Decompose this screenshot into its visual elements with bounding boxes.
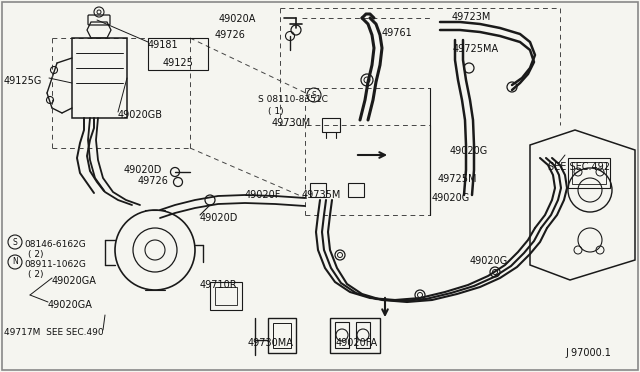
Text: ( 2): ( 2)	[28, 250, 44, 259]
Text: 49020D: 49020D	[200, 213, 238, 223]
Text: 49761: 49761	[382, 28, 413, 38]
Text: S: S	[13, 237, 17, 247]
Text: 08146-6162G: 08146-6162G	[24, 240, 86, 249]
Text: N: N	[12, 257, 18, 266]
Text: SEE SEC.492: SEE SEC.492	[548, 162, 610, 172]
Text: 49730M: 49730M	[272, 118, 311, 128]
Text: 49717M  SEE SEC.490: 49717M SEE SEC.490	[4, 328, 104, 337]
Text: 49725M: 49725M	[438, 174, 477, 184]
Text: 49020G: 49020G	[470, 256, 508, 266]
Bar	[322, 118, 340, 132]
Bar	[568, 158, 610, 188]
Bar	[356, 322, 370, 348]
Text: S: S	[312, 90, 316, 99]
Text: 49020F: 49020F	[245, 190, 282, 200]
Bar	[572, 162, 606, 184]
Text: 49726: 49726	[137, 176, 168, 186]
Bar	[330, 318, 380, 353]
Text: ( 2): ( 2)	[28, 270, 44, 279]
Text: 49020A: 49020A	[219, 14, 257, 24]
Text: 49020D: 49020D	[124, 165, 162, 175]
Text: 49020G: 49020G	[450, 146, 488, 156]
Text: S 08110-8351C: S 08110-8351C	[258, 95, 328, 104]
Bar	[335, 322, 349, 348]
Text: J 97000.1: J 97000.1	[565, 348, 611, 358]
Bar	[348, 183, 364, 197]
Text: 49735M: 49735M	[302, 190, 341, 200]
Text: 49125G: 49125G	[4, 76, 42, 86]
Text: 49730MA: 49730MA	[248, 338, 294, 348]
Text: 49726: 49726	[215, 30, 246, 40]
Text: 49020GB: 49020GB	[118, 110, 163, 120]
Bar	[310, 183, 326, 197]
Bar	[72, 38, 127, 118]
Text: 49020GA: 49020GA	[48, 300, 93, 310]
Text: 49020FA: 49020FA	[336, 338, 378, 348]
Text: 49181: 49181	[148, 40, 179, 50]
Text: 49723M: 49723M	[452, 12, 492, 22]
Text: ( 1): ( 1)	[268, 107, 284, 116]
Text: 49020GA: 49020GA	[52, 276, 97, 286]
Text: 49125: 49125	[163, 58, 194, 68]
Bar	[210, 282, 242, 310]
Text: 49725MA: 49725MA	[453, 44, 499, 54]
Bar	[273, 323, 291, 348]
Bar	[148, 38, 208, 70]
Text: 08911-1062G: 08911-1062G	[24, 260, 86, 269]
Text: 49710R: 49710R	[200, 280, 237, 290]
Bar	[268, 318, 296, 353]
Text: 49020G: 49020G	[432, 193, 470, 203]
Bar	[215, 287, 237, 305]
